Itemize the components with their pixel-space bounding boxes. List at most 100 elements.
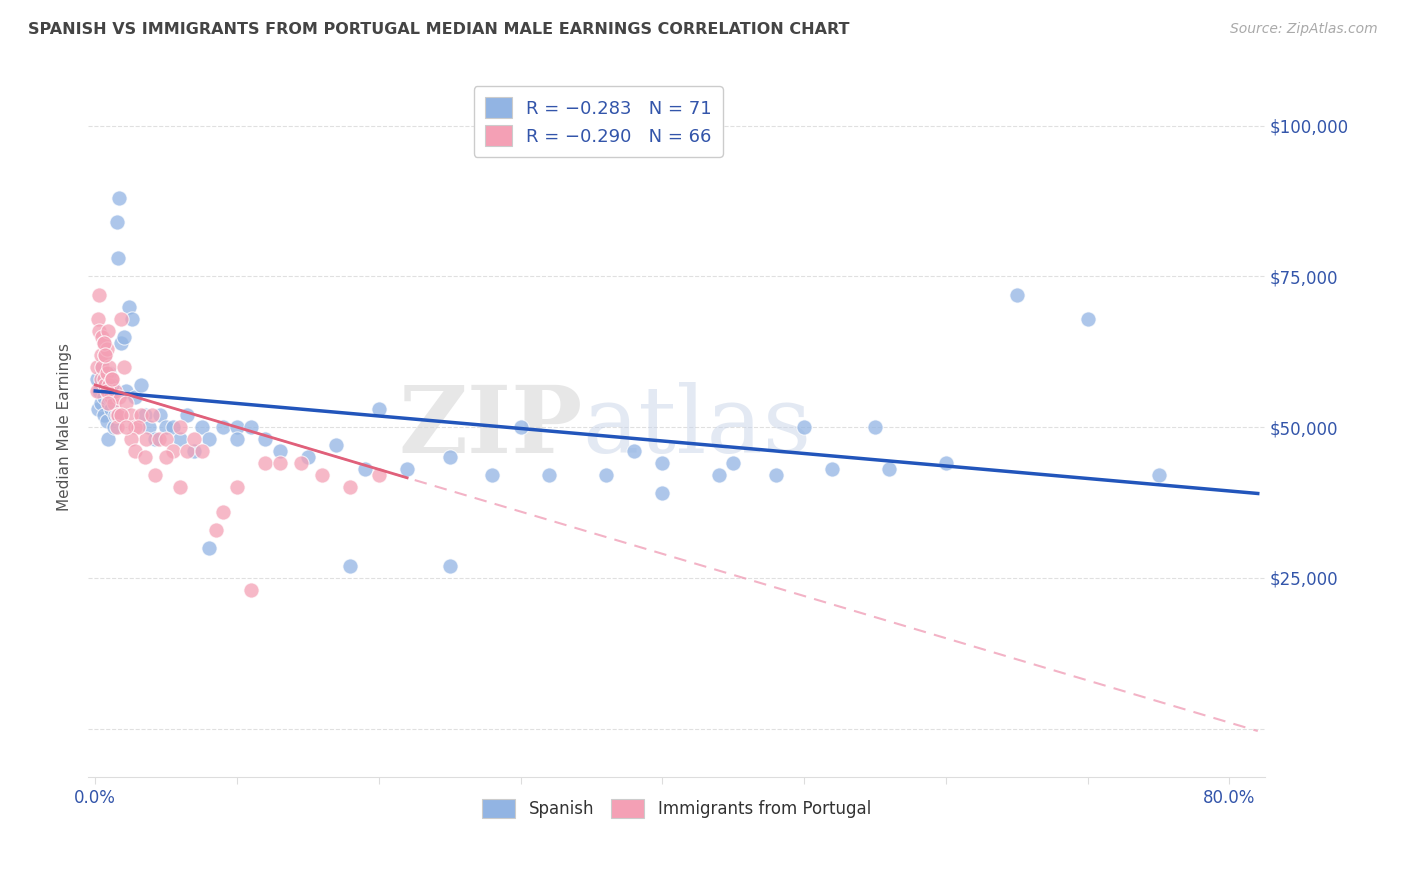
Point: [1077, 311, 1099, 326]
Point: [197, 541, 219, 555]
Point: [90, 396, 112, 410]
Point: [721, 456, 744, 470]
Point: [339, 480, 361, 494]
Point: [94, 348, 117, 362]
Point: [155, 420, 177, 434]
Point: [821, 462, 844, 476]
Point: [96, 366, 118, 380]
Point: [169, 432, 191, 446]
Point: [226, 420, 249, 434]
Point: [367, 468, 389, 483]
Point: [143, 468, 166, 483]
Point: [169, 480, 191, 494]
Point: [353, 462, 375, 476]
Point: [96, 414, 118, 428]
Point: [124, 390, 146, 404]
Point: [103, 420, 125, 434]
Point: [105, 420, 128, 434]
Point: [86, 384, 108, 398]
Point: [143, 432, 166, 446]
Point: [115, 396, 138, 410]
Point: [96, 384, 118, 398]
Point: [108, 390, 131, 404]
Point: [537, 468, 560, 483]
Legend: Spanish, Immigrants from Portugal: Spanish, Immigrants from Portugal: [475, 792, 877, 824]
Point: [877, 462, 900, 476]
Point: [129, 408, 152, 422]
Point: [98, 366, 121, 380]
Point: [169, 420, 191, 434]
Point: [367, 402, 389, 417]
Point: [89, 384, 111, 398]
Point: [240, 420, 263, 434]
Point: [155, 432, 177, 446]
Point: [124, 420, 146, 434]
Point: [148, 432, 170, 446]
Point: [121, 311, 143, 326]
Point: [87, 402, 110, 417]
Point: [190, 444, 212, 458]
Point: [439, 450, 461, 465]
Point: [935, 456, 957, 470]
Point: [100, 390, 122, 404]
Point: [651, 486, 673, 500]
Point: [94, 378, 117, 392]
Point: [595, 468, 617, 483]
Point: [89, 287, 111, 301]
Point: [93, 372, 115, 386]
Point: [176, 444, 198, 458]
Point: [90, 372, 112, 386]
Point: [86, 359, 108, 374]
Point: [240, 582, 263, 597]
Point: [162, 444, 184, 458]
Point: [110, 311, 132, 326]
Point: [439, 558, 461, 573]
Point: [120, 432, 142, 446]
Point: [101, 372, 124, 386]
Point: [120, 408, 142, 422]
Point: [104, 384, 127, 398]
Point: [325, 438, 347, 452]
Point: [103, 396, 125, 410]
Point: [101, 372, 124, 386]
Point: [98, 378, 121, 392]
Point: [110, 335, 132, 350]
Point: [162, 420, 184, 434]
Point: [651, 456, 673, 470]
Point: [115, 384, 138, 398]
Text: atlas: atlas: [582, 382, 811, 472]
Point: [1147, 468, 1170, 483]
Point: [254, 456, 277, 470]
Point: [94, 378, 117, 392]
Point: [91, 329, 114, 343]
Point: [89, 324, 111, 338]
Point: [134, 408, 156, 422]
Point: [707, 468, 730, 483]
Point: [93, 335, 115, 350]
Point: [124, 444, 146, 458]
Point: [112, 329, 135, 343]
Point: [190, 420, 212, 434]
Point: [509, 420, 531, 434]
Point: [112, 359, 135, 374]
Point: [105, 408, 128, 422]
Point: [226, 432, 249, 446]
Point: [101, 378, 124, 392]
Point: [623, 444, 645, 458]
Point: [98, 390, 121, 404]
Point: [1005, 287, 1028, 301]
Point: [269, 456, 291, 470]
Point: [183, 444, 205, 458]
Point: [793, 420, 815, 434]
Text: Source: ZipAtlas.com: Source: ZipAtlas.com: [1230, 22, 1378, 37]
Point: [108, 191, 131, 205]
Point: [115, 420, 138, 434]
Point: [129, 378, 152, 392]
Point: [93, 390, 115, 404]
Text: SPANISH VS IMMIGRANTS FROM PORTUGAL MEDIAN MALE EARNINGS CORRELATION CHART: SPANISH VS IMMIGRANTS FROM PORTUGAL MEDI…: [28, 22, 849, 37]
Point: [87, 311, 110, 326]
Point: [141, 408, 163, 422]
Point: [97, 432, 120, 446]
Point: [765, 468, 787, 483]
Point: [107, 408, 129, 422]
